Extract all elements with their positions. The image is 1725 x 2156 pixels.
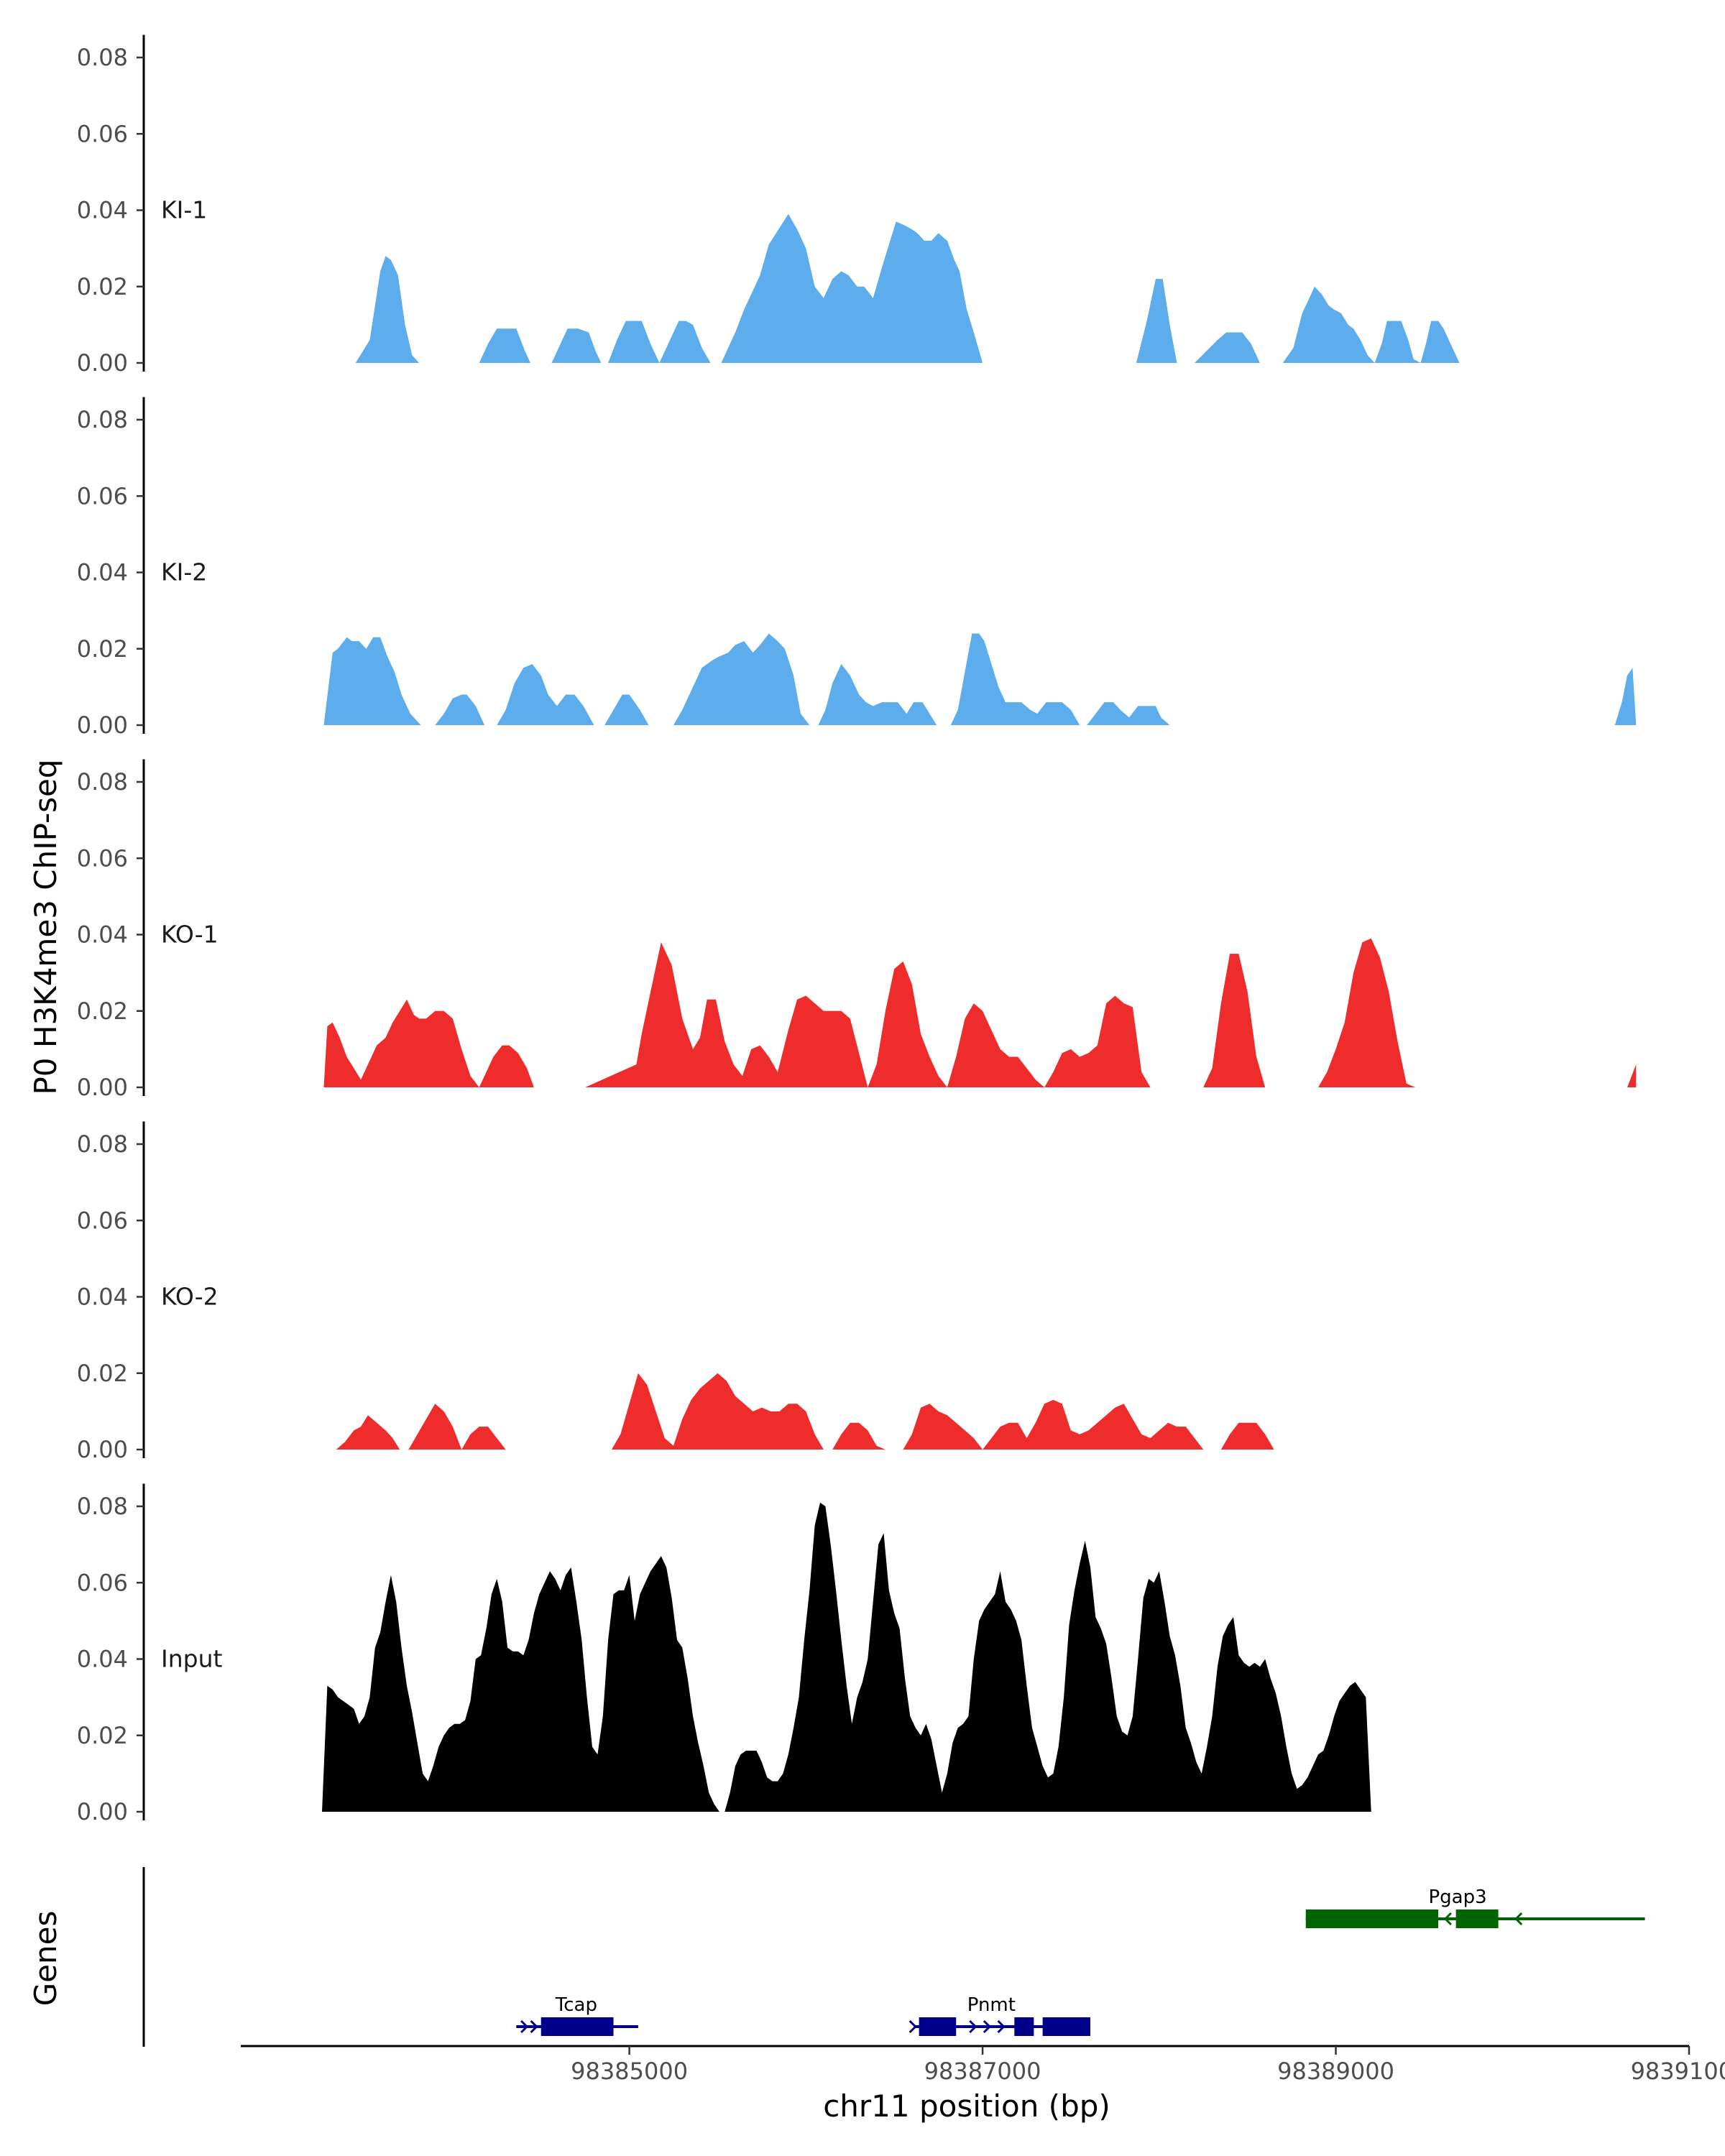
- track-ki-2: 0.00 0.02 0.04 0.06 0.08 KI-2: [77, 397, 1637, 739]
- coverage-area: [355, 213, 1560, 363]
- gene-label: Pnmt: [967, 1994, 1016, 2016]
- y-tick-label: 0.00: [77, 1074, 128, 1101]
- coverage-area: [323, 633, 1637, 725]
- genes-axis-title: Genes: [28, 1911, 63, 2007]
- y-tick-label: 0.04: [77, 1646, 128, 1673]
- strand-arrow: [1514, 1912, 1523, 1926]
- gene-label: Pgap3: [1429, 1886, 1487, 1908]
- coverage-area: [322, 1502, 1637, 1812]
- track-label: Input: [161, 1645, 223, 1673]
- track-label: KI-2: [161, 558, 207, 586]
- y-tick-label: 0.02: [77, 635, 128, 663]
- gene-annotation-track: Tcap Pnmt Pgap3: [142, 1867, 1645, 2047]
- y-tick-label: 0.06: [77, 1569, 128, 1596]
- x-tick-label: 98391000: [1631, 2058, 1725, 2085]
- strand-arrow: [530, 2019, 538, 2034]
- y-tick-label: 0.04: [77, 921, 128, 949]
- x-tick-label: 98389000: [1277, 2058, 1394, 2085]
- gene-exon: [1042, 2017, 1090, 2036]
- y-tick-label: 0.00: [77, 1798, 128, 1825]
- y-tick-label: 0.02: [77, 273, 128, 300]
- y-tick-label: 0.08: [77, 768, 128, 796]
- y-axis-title: P0 H3K4me3 ChIP-seq: [28, 759, 63, 1095]
- y-tick-label: 0.06: [77, 120, 128, 147]
- y-tick-label: 0.02: [77, 1722, 128, 1749]
- strand-arrow: [983, 2019, 992, 2034]
- strand-arrow: [908, 2019, 917, 2034]
- gene-label: Tcap: [555, 1994, 597, 2016]
- gene-pgap3: Pgap3: [1305, 1886, 1645, 1928]
- y-tick-label: 0.04: [77, 1284, 128, 1311]
- y-tick-label: 0.00: [77, 1436, 128, 1463]
- track-ko-1: 0.00 0.02 0.04 0.06 0.08 KO-1: [77, 759, 1637, 1101]
- coverage-area: [323, 938, 1637, 1087]
- coverage-tracks: 0.00 0.02 0.04 0.06 0.08 KI-1 0.00 0.02 0.04 0.06…: [77, 34, 1637, 1825]
- y-tick-label: 0.06: [77, 482, 128, 510]
- y-tick-label: 0.00: [77, 711, 128, 739]
- y-tick-label: 0.08: [77, 1493, 128, 1520]
- strand-arrow: [1443, 1912, 1452, 1926]
- track-input: 0.00 0.02 0.04 0.06 0.08 Input: [77, 1483, 1637, 1825]
- y-tick-label: 0.08: [77, 406, 128, 433]
- track-label: KO-2: [161, 1283, 218, 1311]
- strand-arrow: [520, 2019, 529, 2034]
- y-tick-label: 0.04: [77, 197, 128, 224]
- y-tick-label: 0.08: [77, 44, 128, 71]
- gene-exon: [1014, 2017, 1034, 2036]
- gene-exon: [540, 2017, 614, 2036]
- y-tick-label: 0.02: [77, 1360, 128, 1387]
- track-ko-2: 0.00 0.02 0.04 0.06 0.08 KO-2: [77, 1121, 1637, 1463]
- y-tick-label: 0.00: [77, 349, 128, 377]
- gene-tcap: Tcap: [516, 1994, 638, 2036]
- x-axis-title: chr11 position (bp): [823, 2088, 1110, 2124]
- track-ki-1: 0.00 0.02 0.04 0.06 0.08 KI-1: [77, 34, 1560, 377]
- y-tick-label: 0.06: [77, 844, 128, 872]
- y-tick-label: 0.08: [77, 1130, 128, 1158]
- x-tick-label: 98387000: [924, 2058, 1041, 2085]
- coverage-area: [336, 1373, 1637, 1450]
- track-label: KO-1: [161, 921, 218, 949]
- y-tick-label: 0.02: [77, 998, 128, 1025]
- gene-exon: [1455, 1909, 1499, 1928]
- x-tick-label: 98385000: [571, 2058, 688, 2085]
- gene-exon: [919, 2017, 957, 2036]
- y-tick-label: 0.06: [77, 1207, 128, 1234]
- gene-exon: [1305, 1909, 1439, 1928]
- track-label: KI-1: [161, 196, 207, 224]
- x-axis: 98385000 98387000 98389000 98391000: [241, 2045, 1725, 2085]
- y-tick-label: 0.04: [77, 559, 128, 586]
- gene-pnmt: Pnmt: [908, 1994, 1090, 2036]
- strand-arrow: [997, 2019, 1006, 2034]
- strand-arrow: [969, 2019, 978, 2034]
